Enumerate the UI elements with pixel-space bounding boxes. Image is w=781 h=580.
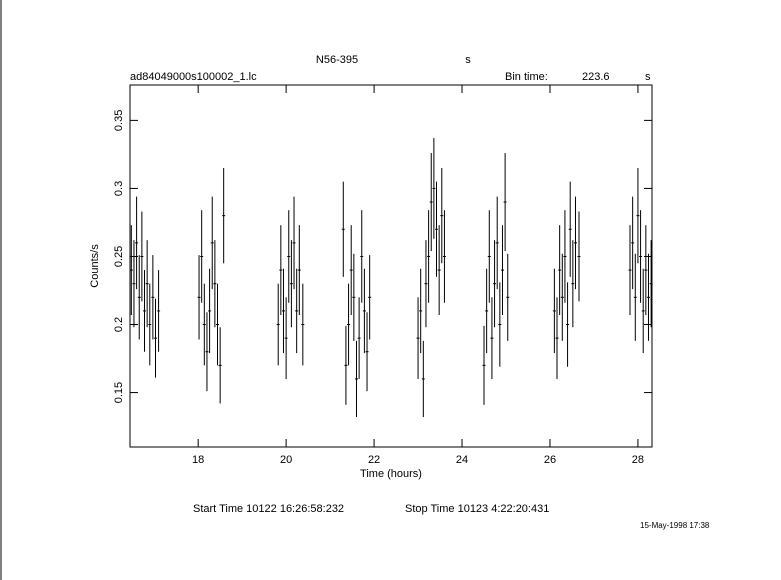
y-tick-label: 0.2 — [113, 317, 125, 332]
y-tick-label: 0.15 — [113, 382, 125, 403]
stop-time: Stop Time 10123 4:22:20:431 — [405, 503, 549, 515]
bin-time-unit: s — [645, 71, 651, 83]
start-time: Start Time 10122 16:26:58:232 — [193, 503, 344, 515]
plot-frame — [129, 84, 653, 448]
y-tick-label: 0.3 — [113, 181, 125, 196]
title-unit: s — [465, 54, 471, 66]
x-tick-label: 22 — [368, 454, 380, 466]
bin-time: 223.6 — [582, 71, 610, 83]
x-tick-label: 18 — [192, 454, 204, 466]
chart-title: N56-395 — [316, 54, 358, 66]
x-tick-label: 26 — [544, 454, 556, 466]
y-axis-label: Counts/s — [89, 244, 101, 288]
y-tick-label: 0.35 — [113, 110, 125, 131]
y-tick-label: 0.25 — [113, 246, 125, 267]
x-axis-label: Time (hours) — [360, 468, 422, 480]
footer-date: 15-May-1998 17:38 — [640, 521, 710, 530]
x-tick-label: 24 — [456, 454, 468, 466]
x-tick-label: 28 — [632, 454, 644, 466]
x-tick-label: 20 — [280, 454, 292, 466]
bin-time-label: Bin time: — [505, 71, 548, 83]
file-name: ad84049000s100002_1.lc — [130, 71, 257, 83]
